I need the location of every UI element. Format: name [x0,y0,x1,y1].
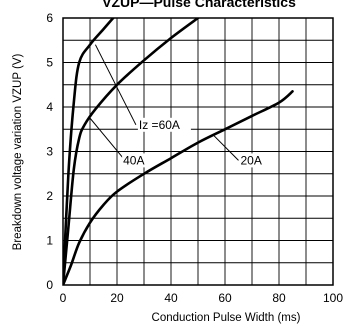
y-tick-label: 6 [46,11,53,25]
x-axis-label: Conduction Pulse Width (ms) [152,312,301,324]
annotation-label-bg [137,117,191,132]
x-tick-label: 0 [60,291,67,305]
annotation-leader-line [89,117,126,161]
y-tick-label: 1 [46,234,53,248]
tick-labels: 0 20 40 60 80 100 0 1 2 3 4 5 6 [46,11,343,305]
annotation-label-bg [122,153,148,168]
series-line-0 [63,18,115,285]
x-tick-label: 100 [323,291,343,305]
series-lines [63,18,294,285]
y-tick-label: 5 [46,56,53,70]
y-tick-label: 2 [46,189,53,203]
plot-frame [62,17,334,286]
annotation-leader-line [213,135,239,161]
series-label-0: Iz =60A [139,118,180,132]
y-axis-label: Breakdown voltage variation VZUP (V) [12,54,24,251]
chart-title: VZUP—Pulse Characteristics [102,0,296,10]
series-annotations: Iz =60A 40A 20A [89,44,265,168]
y-tick-label: 0 [46,278,53,292]
x-tick-label: 40 [164,291,178,305]
grid [63,18,333,285]
series-label-2: 20A [241,153,262,167]
annotation-label-bg [239,153,265,168]
x-tick-label: 80 [272,291,286,305]
series-line-2 [63,90,294,285]
series-line-1 [63,18,200,285]
series-label-1: 40A [123,153,144,167]
y-tick-label: 3 [46,145,53,159]
x-tick-label: 20 [110,291,124,305]
y-tick-label: 4 [46,100,53,114]
x-tick-label: 60 [218,291,232,305]
annotation-leader-line [94,44,137,126]
